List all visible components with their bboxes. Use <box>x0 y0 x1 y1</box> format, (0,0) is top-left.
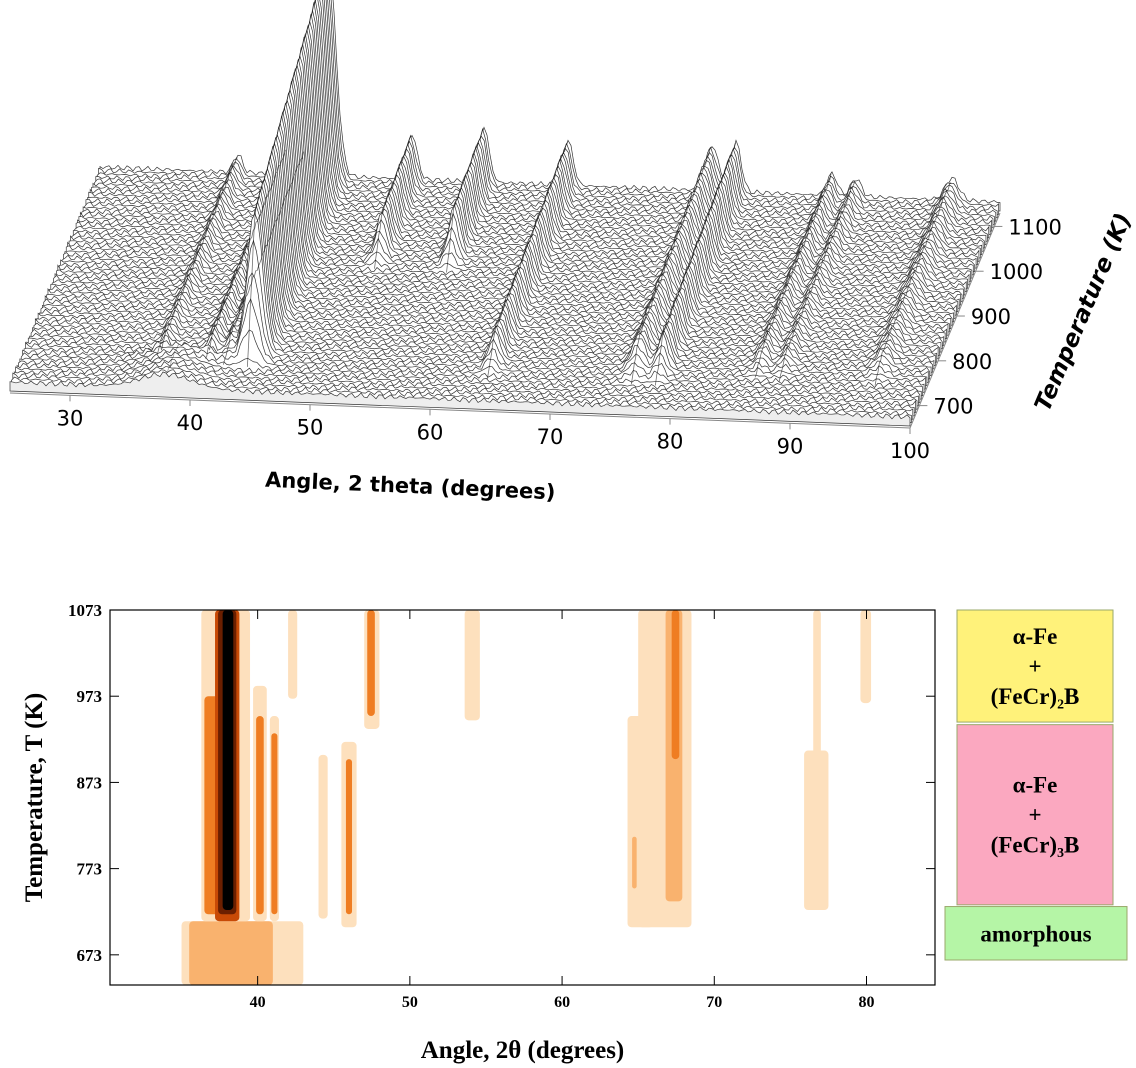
y-axis-line <box>909 212 1001 429</box>
peak-ridge <box>374 135 412 269</box>
contour-region <box>271 733 278 915</box>
x-tick-label: 100 <box>890 439 930 463</box>
phase-box <box>956 724 1114 906</box>
contour-region <box>189 921 273 985</box>
x-tick-label: 50 <box>297 416 324 440</box>
x-tick-label: 40 <box>250 994 266 1011</box>
contour-chart: 40 50 60 70 80 673 773 873 973 1073 Angle, 2θ (deg… <box>21 601 1128 1064</box>
phase-label: amorphous <box>980 921 1091 946</box>
y-tick-label: 700 <box>933 395 973 419</box>
peak-ridge <box>754 173 832 378</box>
phase-label: + <box>1028 803 1041 828</box>
y-tick-label: 1000 <box>990 260 1043 284</box>
x-tick-label: 60 <box>554 994 570 1011</box>
y-tick-label: 673 <box>77 946 103 965</box>
contour-region <box>638 610 692 928</box>
x-tick-label: 50 <box>402 994 418 1011</box>
y-tick-label: 973 <box>77 687 103 706</box>
contour-region <box>671 610 680 760</box>
phase-label: (FeCr)₂B <box>991 684 1080 709</box>
x-tick-label: 30 <box>57 406 84 430</box>
x-tick-label: 70 <box>537 425 564 449</box>
x-axis-title: Angle, 2θ (degrees) <box>421 1037 625 1064</box>
peak-ridge <box>778 181 856 383</box>
x-tick-label: 90 <box>777 434 804 458</box>
surface-row <box>20 329 922 400</box>
contour-region <box>222 610 234 910</box>
y-axis-title: Temperature, T (K) <box>21 693 48 903</box>
x-axis-line <box>9 392 911 429</box>
phase-box <box>944 906 1128 961</box>
peak-ridge <box>222 151 304 365</box>
x-tick-label: 70 <box>706 994 722 1011</box>
contour-region <box>464 610 480 721</box>
surface-row <box>22 298 924 397</box>
contour-region <box>367 610 375 717</box>
peak-ridge <box>654 142 736 386</box>
x-tick-label: 80 <box>657 430 684 454</box>
peak-ridge <box>246 0 316 367</box>
peak-ridge <box>486 142 568 380</box>
x-tick-label: 40 <box>177 411 204 435</box>
phase-box <box>956 609 1114 723</box>
plot-frame <box>109 609 936 986</box>
peak-ridge <box>156 157 238 355</box>
y-tick-label: 800 <box>952 350 992 374</box>
peak-ridge <box>446 128 484 273</box>
contour-region <box>318 754 328 919</box>
y-tick-label: 900 <box>971 305 1011 329</box>
y-axis-title: Temperature (K) <box>1030 209 1136 415</box>
contour-region <box>860 610 872 704</box>
y-tick-label: 773 <box>77 860 103 879</box>
phase-label: (FeCr)₃B <box>991 833 1080 858</box>
contour-region <box>804 750 829 910</box>
phase-label: α-Fe <box>1013 624 1058 649</box>
surface-row <box>9 371 911 427</box>
x-tick-label: 80 <box>859 994 875 1011</box>
contour-region <box>345 759 353 915</box>
hump-ridge <box>165 343 180 374</box>
peak-ridge <box>205 149 286 359</box>
contour-region <box>813 610 821 755</box>
contour-region <box>288 610 298 699</box>
y-tick-label: 873 <box>77 773 103 792</box>
y-tick-label: 1073 <box>68 601 102 620</box>
phase-label: α-Fe <box>1013 773 1058 798</box>
peak-ridge <box>874 182 952 386</box>
peak-ridge <box>630 147 712 385</box>
contour-region <box>632 836 637 889</box>
contour-region <box>256 716 264 915</box>
x-tick-label: 60 <box>417 420 444 444</box>
y-tick-label: 1100 <box>1008 215 1061 239</box>
phase-label: + <box>1028 654 1041 679</box>
x-axis-title: Angle, 2 theta (degrees) <box>265 468 556 505</box>
